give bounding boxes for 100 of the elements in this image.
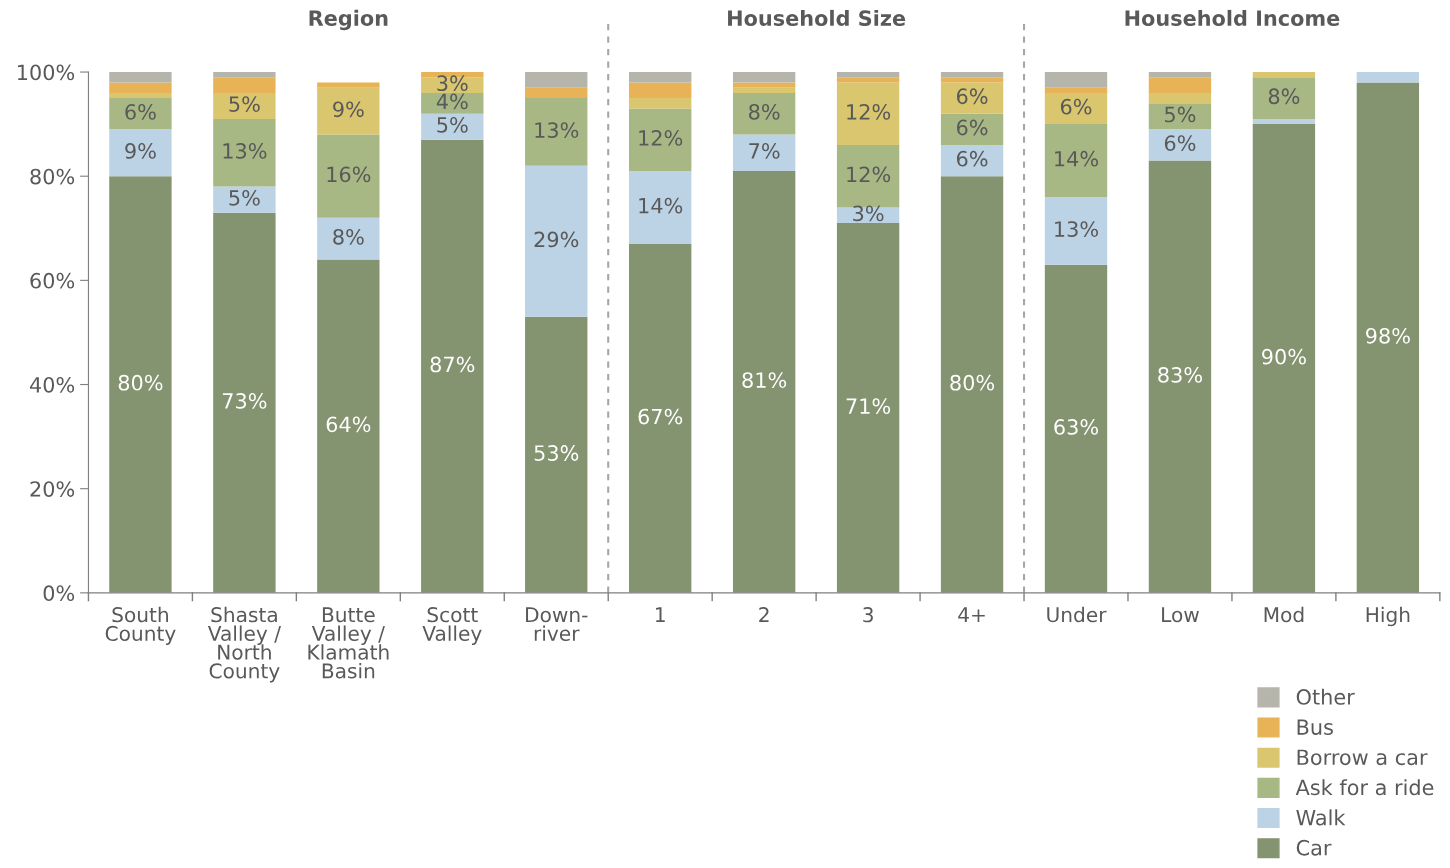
data-label: 8% <box>1268 88 1300 105</box>
legend-label: Other <box>1296 688 1355 705</box>
data-label: 71% <box>846 398 891 414</box>
bar <box>1148 129 1212 161</box>
x-tick-label: Shasta Valley / North County <box>207 606 281 683</box>
bar <box>629 171 692 244</box>
data-label: 63% <box>1054 419 1099 435</box>
bar <box>940 77 1004 83</box>
bar <box>836 72 900 78</box>
data-label: 29% <box>534 231 579 248</box>
bar <box>1252 124 1316 593</box>
data-label: 6% <box>125 103 156 120</box>
bar <box>629 72 692 83</box>
bar <box>629 108 692 171</box>
bar <box>109 176 172 593</box>
bar <box>1044 124 1108 198</box>
bar <box>1044 92 1108 125</box>
data-label: 6% <box>956 88 988 105</box>
bar <box>109 129 172 177</box>
bar <box>1044 87 1108 93</box>
bar <box>836 77 900 83</box>
data-label: 9% <box>125 143 156 159</box>
data-label: 5% <box>229 96 260 112</box>
bar <box>629 243 692 593</box>
bar <box>1356 82 1420 593</box>
text: Household Income <box>1125 9 1340 27</box>
bar <box>732 92 796 135</box>
bar <box>213 118 276 187</box>
text: Region <box>309 9 388 31</box>
bar <box>213 186 276 213</box>
bar <box>317 134 380 218</box>
data-label: 67% <box>638 408 683 425</box>
data-label: 9% <box>333 101 364 118</box>
data-label: 83% <box>1158 367 1202 383</box>
y-tick-label: 0% <box>43 585 75 602</box>
data-label: 12% <box>847 103 891 120</box>
bar <box>1252 72 1316 78</box>
bar <box>317 87 380 135</box>
data-label: 53% <box>534 445 579 461</box>
data-label: 73% <box>222 393 267 409</box>
bar <box>1148 103 1212 130</box>
bar <box>109 82 172 93</box>
bar <box>317 217 380 260</box>
bar <box>213 72 276 78</box>
bar <box>1148 77 1212 93</box>
bar <box>317 82 380 88</box>
x-tick-label: 3 <box>863 607 873 623</box>
y-tick-label: 80% <box>30 168 75 185</box>
data-label: 3% <box>853 205 884 222</box>
x-tick-label: Mod <box>1264 606 1304 623</box>
bar <box>109 92 172 99</box>
bar <box>1044 264 1108 593</box>
data-label: 6% <box>1164 135 1196 151</box>
data-label: 81% <box>742 372 787 388</box>
data-label: 13% <box>535 122 579 138</box>
legend-label: Ask for a ride <box>1295 779 1434 796</box>
data-label: 80% <box>950 374 995 391</box>
bar <box>317 259 380 593</box>
data-label: 5% <box>1165 106 1196 123</box>
legend-label: Walk <box>1296 809 1346 826</box>
y-tick-label: 20% <box>30 481 75 497</box>
bar <box>836 82 900 145</box>
bar <box>940 72 1004 78</box>
bar <box>109 98 172 130</box>
data-label: 64% <box>326 416 371 433</box>
x-tick-label: Low <box>1162 607 1199 623</box>
data-label: 5% <box>229 189 260 206</box>
bar <box>213 77 276 93</box>
bar <box>1044 72 1108 88</box>
bar <box>1356 72 1420 83</box>
data-label: 14% <box>639 197 683 214</box>
text: Household Size <box>728 9 906 27</box>
bar <box>629 82 692 99</box>
x-tick-label: High <box>1366 606 1410 627</box>
bar <box>213 92 276 119</box>
data-label: 8% <box>749 103 780 120</box>
bar <box>940 82 1004 114</box>
bar <box>525 165 588 317</box>
bar <box>1148 92 1212 104</box>
x-tick-label: South County <box>105 606 176 645</box>
bar <box>732 72 796 83</box>
bar <box>732 87 796 93</box>
data-label: 5% <box>437 117 468 133</box>
data-label: 87% <box>430 356 475 373</box>
x-tick-label: Butte Valley / Klamath Basin <box>308 607 389 679</box>
bar <box>1148 72 1212 78</box>
data-label: 7% <box>749 143 780 159</box>
data-label: 80% <box>118 374 163 391</box>
legend-label: Car <box>1296 839 1332 856</box>
data-label: 90% <box>1262 348 1306 365</box>
data-label: 12% <box>639 130 683 146</box>
data-label: 4% <box>436 93 468 110</box>
x-tick-label: 4+ <box>958 607 985 623</box>
bar <box>1252 77 1316 119</box>
bar <box>629 98 692 109</box>
data-label: 13% <box>1055 221 1099 237</box>
x-tick-label: 1 <box>656 607 665 623</box>
data-label: 14% <box>1055 150 1099 167</box>
data-label: 98% <box>1366 327 1410 344</box>
data-label: 13% <box>223 143 267 159</box>
